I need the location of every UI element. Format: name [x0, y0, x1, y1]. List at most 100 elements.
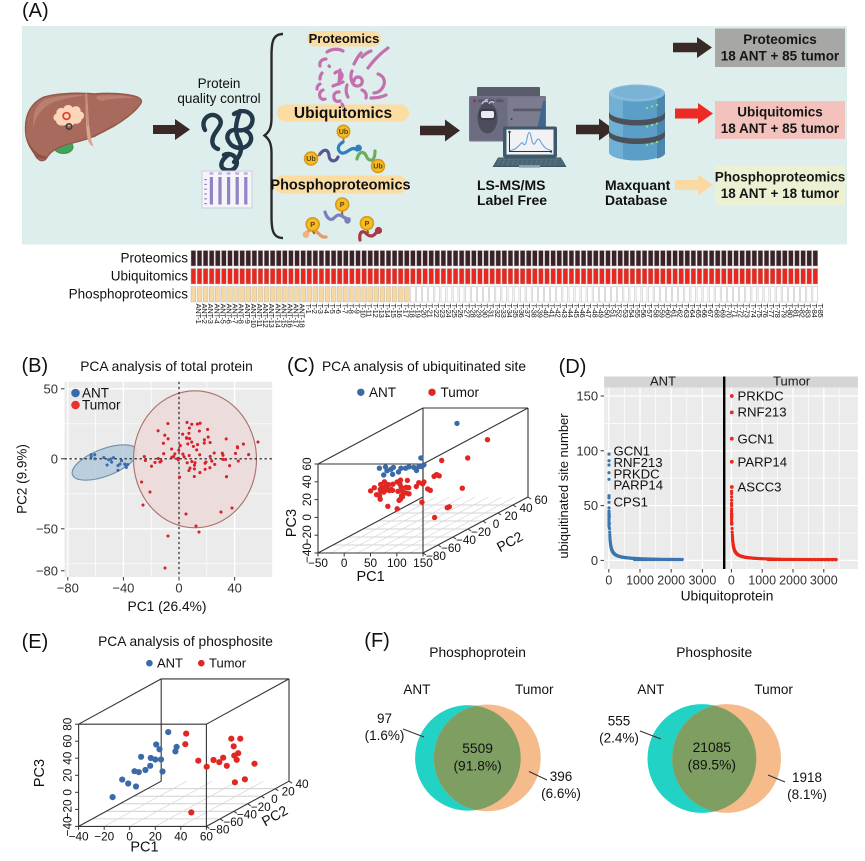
svg-text:T-77: T-77: [767, 304, 776, 318]
svg-text:Maxquant: Maxquant: [605, 177, 671, 193]
svg-text:T-14: T-14: [383, 304, 392, 318]
svg-text:0: 0: [271, 792, 278, 806]
svg-text:T-28: T-28: [468, 304, 477, 318]
svg-text:ANT: ANT: [369, 385, 396, 400]
svg-text:T-50: T-50: [603, 304, 612, 318]
svg-text:ANT-8: ANT-8: [237, 304, 246, 324]
svg-text:T-38: T-38: [529, 304, 538, 318]
svg-text:T-73: T-73: [743, 304, 752, 318]
svg-text:ANT-18: ANT-18: [298, 304, 307, 328]
svg-text:Tumor: Tumor: [754, 682, 793, 697]
svg-text:T-29: T-29: [474, 304, 483, 318]
svg-text:(D): (D): [559, 356, 587, 378]
svg-text:T-36: T-36: [517, 304, 526, 318]
svg-text:ANT-6: ANT-6: [224, 304, 233, 324]
svg-text:ANT-1: ANT-1: [194, 304, 203, 324]
svg-text:20: 20: [300, 493, 314, 507]
svg-text:T-81: T-81: [792, 304, 801, 318]
svg-text:−20: −20: [300, 525, 314, 545]
svg-text:PC1: PC1: [130, 840, 158, 856]
svg-text:(E): (E): [22, 631, 49, 653]
svg-text:T-47: T-47: [584, 304, 593, 318]
svg-text:T-63: T-63: [682, 304, 691, 318]
svg-text:T-9: T-9: [353, 304, 362, 314]
svg-text:T-67: T-67: [706, 304, 715, 318]
svg-text:T-80: T-80: [785, 304, 794, 318]
svg-text:0: 0: [126, 829, 133, 843]
svg-text:T-49: T-49: [596, 304, 605, 318]
svg-text:RNF213: RNF213: [738, 405, 787, 420]
svg-text:T-2: T-2: [310, 304, 319, 314]
svg-text:60: 60: [61, 734, 75, 748]
svg-text:T-8: T-8: [346, 304, 355, 314]
svg-text:T-17: T-17: [401, 304, 410, 318]
svg-text:100: 100: [387, 556, 407, 570]
svg-text:50: 50: [584, 498, 598, 513]
svg-text:PC1 (26.4%): PC1 (26.4%): [128, 599, 207, 614]
svg-text:−40: −40: [456, 533, 476, 547]
svg-text:P: P: [365, 219, 370, 228]
svg-text:Label Free: Label Free: [477, 192, 547, 208]
svg-text:97: 97: [377, 711, 392, 726]
svg-text:20: 20: [504, 509, 518, 523]
svg-text:(89.5%): (89.5%): [688, 758, 736, 773]
svg-text:T-31: T-31: [487, 304, 496, 318]
svg-text:T-65: T-65: [694, 304, 703, 318]
svg-text:T-1: T-1: [304, 304, 313, 314]
svg-text:ANT-11: ANT-11: [255, 304, 264, 327]
svg-text:T-27: T-27: [462, 304, 471, 318]
svg-text:T-48: T-48: [590, 304, 599, 318]
svg-text:1000: 1000: [626, 574, 654, 588]
svg-text:PC3: PC3: [32, 759, 48, 787]
svg-text:T-60: T-60: [663, 304, 672, 318]
svg-text:0: 0: [591, 553, 598, 568]
svg-text:T-15: T-15: [389, 304, 398, 318]
svg-text:T-71: T-71: [731, 304, 740, 318]
svg-text:RNF213: RNF213: [614, 455, 663, 470]
svg-text:40: 40: [300, 475, 314, 489]
svg-text:PC2 (9.9%): PC2 (9.9%): [15, 444, 30, 514]
svg-text:T-34: T-34: [505, 304, 514, 318]
svg-text:−40: −40: [61, 816, 75, 836]
svg-text:T-58: T-58: [651, 304, 660, 318]
svg-text:0: 0: [341, 556, 348, 570]
svg-text:150: 150: [413, 556, 433, 570]
svg-text:Tumor: Tumor: [209, 656, 247, 671]
svg-text:T-39: T-39: [535, 304, 544, 318]
svg-text:T-53: T-53: [621, 304, 630, 318]
svg-text:T-68: T-68: [712, 304, 721, 318]
svg-text:3000: 3000: [688, 574, 716, 588]
svg-text:40: 40: [227, 581, 241, 596]
svg-text:Proteomics: Proteomics: [120, 251, 188, 266]
svg-text:PARP14: PARP14: [738, 455, 788, 470]
svg-text:ANT-16: ANT-16: [285, 304, 294, 328]
svg-text:T-85: T-85: [816, 304, 825, 318]
svg-text:T-20: T-20: [420, 304, 429, 318]
svg-text:T-52: T-52: [615, 304, 624, 318]
svg-text:−40: −40: [112, 581, 134, 596]
svg-text:T-54: T-54: [627, 304, 636, 318]
svg-text:T-51: T-51: [609, 304, 618, 318]
svg-text:P: P: [310, 220, 315, 229]
svg-text:40: 40: [519, 501, 533, 515]
svg-text:0: 0: [605, 574, 612, 588]
svg-text:LS-MS/MS: LS-MS/MS: [477, 177, 545, 193]
svg-text:2000: 2000: [657, 574, 685, 588]
svg-text:ANT: ANT: [82, 386, 109, 401]
svg-text:1000: 1000: [748, 574, 776, 588]
svg-text:ANT-10: ANT-10: [249, 304, 258, 328]
svg-text:PC3: PC3: [284, 509, 300, 537]
svg-text:T-11: T-11: [365, 304, 374, 318]
svg-text:PRKDC: PRKDC: [738, 389, 785, 404]
svg-text:ANT: ANT: [637, 682, 664, 697]
svg-text:T-61: T-61: [670, 304, 679, 318]
svg-text:1918: 1918: [792, 770, 822, 785]
svg-text:ANT: ANT: [650, 374, 676, 389]
svg-text:T-7: T-7: [340, 304, 349, 314]
svg-text:−20: −20: [471, 525, 491, 539]
svg-text:T-56: T-56: [639, 304, 648, 318]
svg-text:0: 0: [300, 514, 314, 521]
svg-text:T-35: T-35: [511, 304, 520, 318]
svg-text:PCA analysis of ubiquitinated: PCA analysis of ubiquitinated site: [322, 359, 526, 374]
svg-text:0: 0: [61, 789, 75, 796]
